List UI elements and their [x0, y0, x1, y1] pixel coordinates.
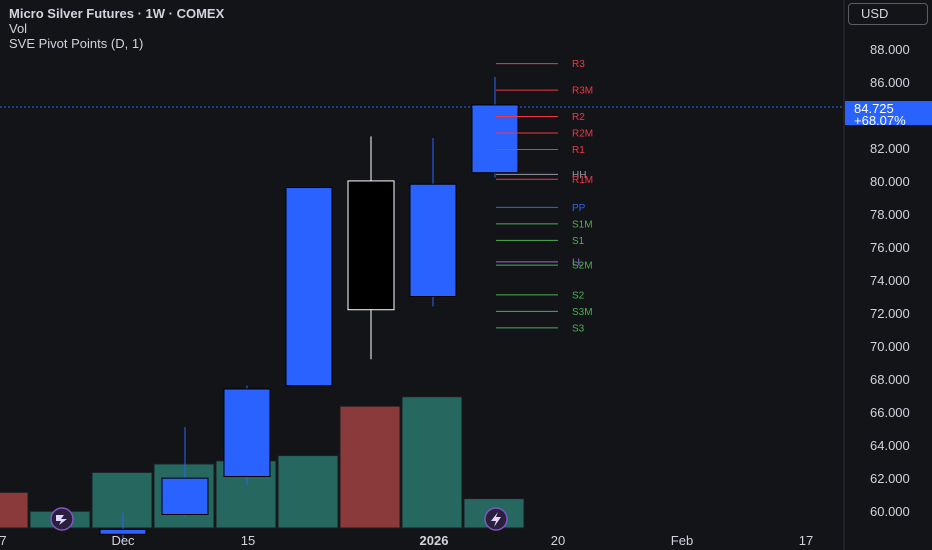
- pivot-label: S3M: [572, 307, 593, 318]
- price-tick-label: 80.000: [870, 174, 910, 189]
- pivot-label: PP: [572, 203, 586, 214]
- pivot-label: R3M: [572, 86, 593, 97]
- time-tick-label: Feb: [671, 533, 693, 548]
- price-axis-background[interactable]: [844, 0, 932, 550]
- candle-body: [471, 104, 519, 174]
- volume-bar: [91, 471, 153, 529]
- price-tick-label: 64.000: [870, 438, 910, 453]
- price-tick-label: 76.000: [870, 240, 910, 255]
- candle-layer: [99, 76, 519, 541]
- pivot-label: S3: [572, 323, 585, 334]
- pivot-label: R1M: [572, 175, 593, 186]
- candle-body: [223, 388, 271, 478]
- lightning-event-icon[interactable]: [50, 507, 74, 531]
- price-tick-label: 70.000: [870, 339, 910, 354]
- event-icons: [50, 507, 508, 531]
- time-tick-label: 17: [799, 533, 813, 548]
- volume-indicator-label[interactable]: Vol: [9, 21, 28, 36]
- pivot-label: S2M: [572, 261, 593, 272]
- price-tick-label: 82.000: [870, 141, 910, 156]
- candle-body: [409, 183, 457, 298]
- candle-body: [99, 528, 147, 535]
- pivot-label: R2: [572, 112, 585, 123]
- pivot-label: S2: [572, 290, 585, 301]
- price-tick-label: 74.000: [870, 273, 910, 288]
- price-tick-label: 68.000: [870, 372, 910, 387]
- candle-body: [347, 180, 395, 311]
- pivot-label: R1: [572, 145, 585, 156]
- price-tick-label: 66.000: [870, 405, 910, 420]
- time-tick-label: 7: [0, 533, 7, 548]
- price-tick-label: 72.000: [870, 306, 910, 321]
- price-tick-label: 62.000: [870, 471, 910, 486]
- price-tick-label: 88.000: [870, 42, 910, 57]
- time-tick-label: Dec: [111, 533, 135, 548]
- pivot-label: S1M: [572, 219, 593, 230]
- pivot-label: S1: [572, 236, 585, 247]
- currency-button[interactable]: USD: [848, 3, 928, 25]
- volume-bar: [401, 396, 463, 529]
- symbol-title[interactable]: Micro Silver Futures · 1W · COMEX: [9, 6, 225, 21]
- candle-body: [285, 187, 333, 387]
- price-tick-label: 86.000: [870, 75, 910, 90]
- last-price-change: +68.07%: [854, 113, 906, 128]
- pivot-indicator-label[interactable]: SVE Pivot Points (D, 1): [9, 36, 144, 51]
- time-tick-label: 2026: [420, 533, 449, 548]
- chart-legend: Micro Silver Futures · 1W · COMEX Vol SV…: [9, 6, 224, 51]
- pivot-label: R3: [572, 59, 585, 70]
- volume-bar: [0, 491, 29, 529]
- pivot-label: HH: [572, 170, 586, 181]
- volume-bar: [339, 405, 401, 529]
- time-tick-label: 20: [551, 533, 565, 548]
- time-axis: 7 Dec 15 2026 20 Feb 17: [0, 533, 813, 548]
- volume-bar: [277, 455, 339, 529]
- pivot-label: R2M: [572, 129, 593, 140]
- price-tick-label: 78.000: [870, 207, 910, 222]
- last-price-value: 84.725: [854, 101, 894, 116]
- pivot-label: LL: [572, 257, 584, 268]
- lightning-event-icon[interactable]: [484, 507, 508, 531]
- time-tick-label: 15: [241, 533, 255, 548]
- price-tick-label: 60.000: [870, 504, 910, 519]
- last-price-tag: 84.725 +68.07%: [845, 101, 932, 128]
- candle-body: [161, 477, 209, 515]
